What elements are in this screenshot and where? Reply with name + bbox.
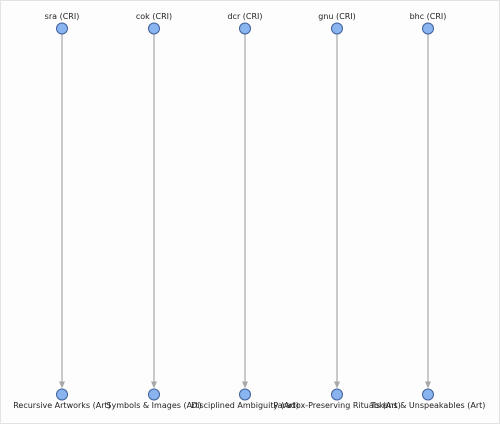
source-node-label: bhc (CRI)	[410, 12, 447, 21]
target-node-label: Paradox-Preserving Rituals (Art)	[273, 401, 401, 410]
target-node-label: Symbols & Images (Art)	[106, 401, 201, 410]
source-node[interactable]	[148, 22, 160, 35]
nodes-layer	[56, 22, 434, 401]
target-node[interactable]	[239, 388, 251, 401]
edges-layer	[59, 34, 431, 389]
arrowhead-icon	[59, 381, 65, 389]
source-node[interactable]	[331, 22, 343, 35]
source-node[interactable]	[422, 22, 434, 35]
target-node-label: Tokens & Unspeakables (Art)	[370, 401, 486, 410]
target-node-label: Disciplined Ambiguity (Art)	[191, 401, 299, 410]
source-node-label: cok (CRI)	[136, 12, 172, 21]
source-node-label: gnu (CRI)	[318, 12, 356, 21]
arrowhead-icon	[334, 381, 340, 389]
labels-layer: sra (CRI) cok (CRI) dcr (CRI) gnu (CRI) bhc …	[13, 12, 485, 410]
edge-3	[334, 34, 340, 389]
edge-0	[59, 34, 65, 389]
source-node[interactable]	[239, 22, 251, 35]
source-node[interactable]	[56, 22, 68, 35]
arrowhead-icon	[151, 381, 157, 389]
edge-1	[151, 34, 157, 389]
source-node-label: sra (CRI)	[45, 12, 80, 21]
edge-4	[425, 34, 431, 389]
target-node[interactable]	[422, 388, 434, 401]
arrowhead-icon	[425, 381, 431, 389]
edge-2	[242, 34, 248, 389]
target-node[interactable]	[331, 388, 343, 401]
arrowhead-icon	[242, 381, 248, 389]
target-node[interactable]	[56, 388, 68, 401]
source-node-label: dcr (CRI)	[227, 12, 262, 21]
target-node[interactable]	[148, 388, 160, 401]
target-node-label: Recursive Artworks (Art)	[13, 401, 111, 410]
